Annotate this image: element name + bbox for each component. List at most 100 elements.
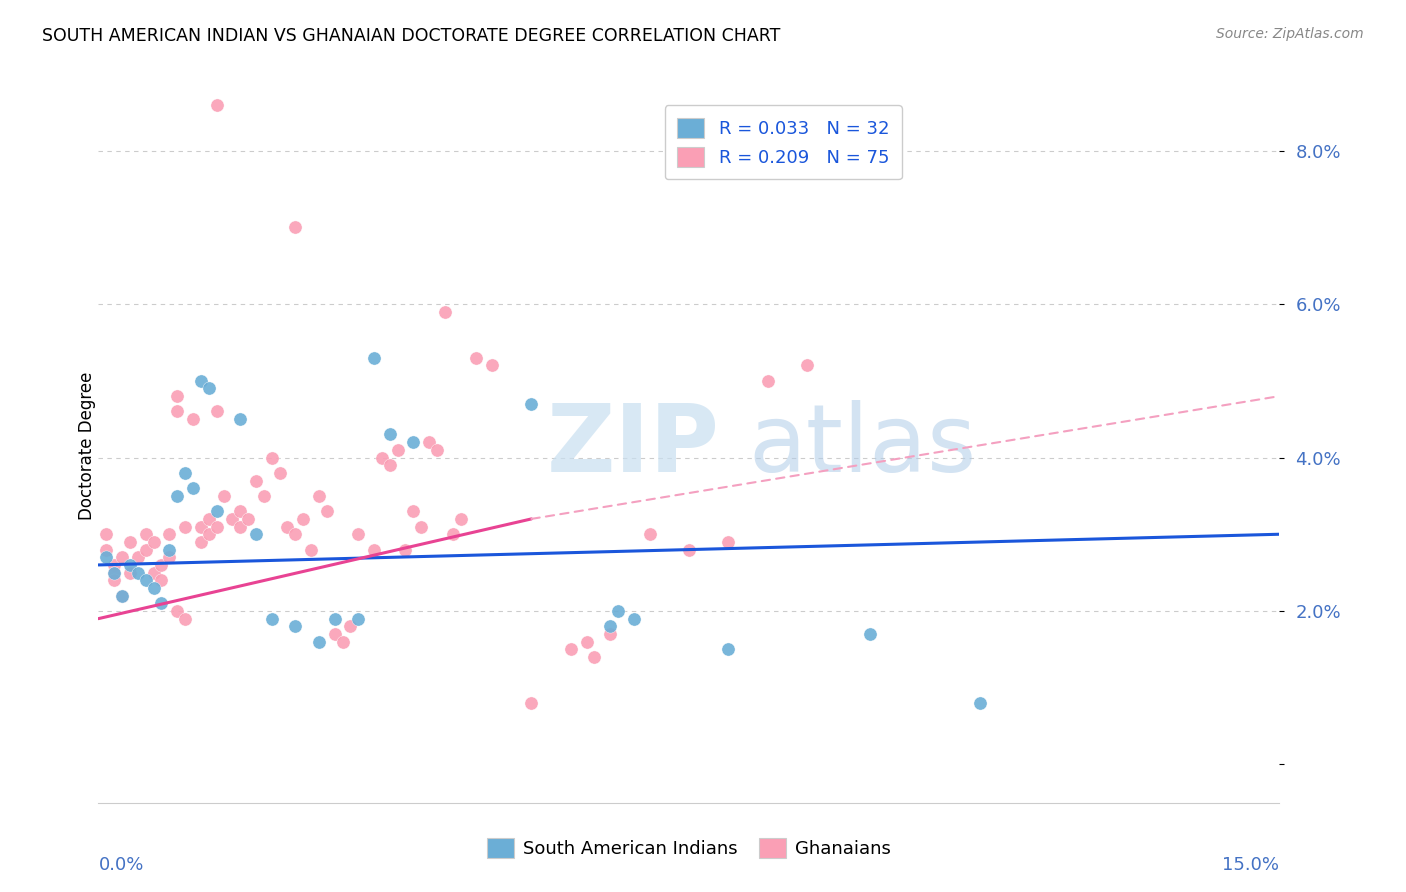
Point [197, 381, 219, 395]
Point [221, 512, 243, 526]
Point [135, 574, 157, 588]
Text: SOUTH AMERICAN INDIAN VS GHANAIAN DOCTORATE DEGREE CORRELATION CHART: SOUTH AMERICAN INDIAN VS GHANAIAN DOCTOR… [42, 27, 780, 45]
Point [111, 589, 134, 603]
Point [214, 489, 236, 503]
Point [347, 527, 370, 541]
Point [426, 442, 449, 457]
Point [166, 489, 188, 503]
Point [96, 527, 118, 541]
Point [717, 535, 740, 549]
Point [378, 458, 401, 473]
Point [150, 558, 173, 572]
Point [111, 550, 134, 565]
Point [135, 542, 157, 557]
Point [260, 612, 283, 626]
Point [181, 481, 204, 495]
Point [174, 466, 197, 480]
Point [323, 627, 346, 641]
Point [638, 527, 661, 541]
Point [229, 412, 252, 426]
Point [190, 519, 212, 533]
Point [450, 512, 472, 526]
Point [150, 596, 173, 610]
Point [103, 566, 125, 580]
Point [481, 359, 503, 373]
Point [276, 519, 298, 533]
Point [205, 404, 228, 418]
Point [284, 220, 307, 235]
Point [441, 527, 464, 541]
Point [284, 527, 307, 541]
Point [229, 519, 252, 533]
Point [142, 581, 165, 595]
Point [363, 542, 385, 557]
Point [96, 550, 118, 565]
Point [607, 604, 630, 618]
Point [197, 512, 219, 526]
Point [245, 527, 267, 541]
Point [205, 97, 228, 112]
Point [197, 527, 219, 541]
Point [103, 558, 125, 572]
Point [465, 351, 488, 365]
Point [166, 604, 188, 618]
Point [339, 619, 361, 633]
Point [205, 504, 228, 518]
Point [166, 404, 188, 418]
Point [253, 489, 276, 503]
Point [394, 542, 416, 557]
Point [315, 504, 337, 518]
Point [308, 634, 330, 648]
Point [174, 519, 197, 533]
Point [142, 566, 165, 580]
Point [103, 574, 125, 588]
Point [623, 612, 645, 626]
Point [402, 435, 425, 450]
Point [520, 397, 543, 411]
Point [269, 466, 291, 480]
Text: 15.0%: 15.0% [1222, 856, 1279, 874]
Point [174, 612, 197, 626]
Point [135, 527, 157, 541]
Point [859, 627, 882, 641]
Point [157, 542, 180, 557]
Point [402, 504, 425, 518]
Point [599, 627, 621, 641]
Point [299, 542, 322, 557]
Point [118, 566, 141, 580]
Point [127, 550, 149, 565]
Text: 0.0%: 0.0% [98, 856, 143, 874]
Point [111, 589, 134, 603]
Point [190, 535, 212, 549]
Point [796, 359, 818, 373]
Point [756, 374, 779, 388]
Point [292, 512, 315, 526]
Y-axis label: Doctorate Degree: Doctorate Degree [79, 372, 96, 520]
Point [166, 389, 188, 403]
Point [560, 642, 582, 657]
Point [118, 535, 141, 549]
Point [411, 519, 433, 533]
Point [969, 696, 991, 710]
Point [103, 566, 125, 580]
Point [150, 574, 173, 588]
Point [387, 442, 409, 457]
Text: atlas: atlas [748, 400, 976, 492]
Point [142, 535, 165, 549]
Text: ZIP: ZIP [547, 400, 720, 492]
Point [323, 612, 346, 626]
Point [118, 558, 141, 572]
Point [157, 550, 180, 565]
Point [96, 542, 118, 557]
Point [583, 650, 606, 665]
Point [520, 696, 543, 710]
Point [599, 619, 621, 633]
Point [236, 512, 259, 526]
Point [284, 619, 307, 633]
Point [347, 612, 370, 626]
Point [245, 474, 267, 488]
Point [371, 450, 394, 465]
Text: Source: ZipAtlas.com: Source: ZipAtlas.com [1216, 27, 1364, 41]
Point [190, 374, 212, 388]
Point [260, 450, 283, 465]
